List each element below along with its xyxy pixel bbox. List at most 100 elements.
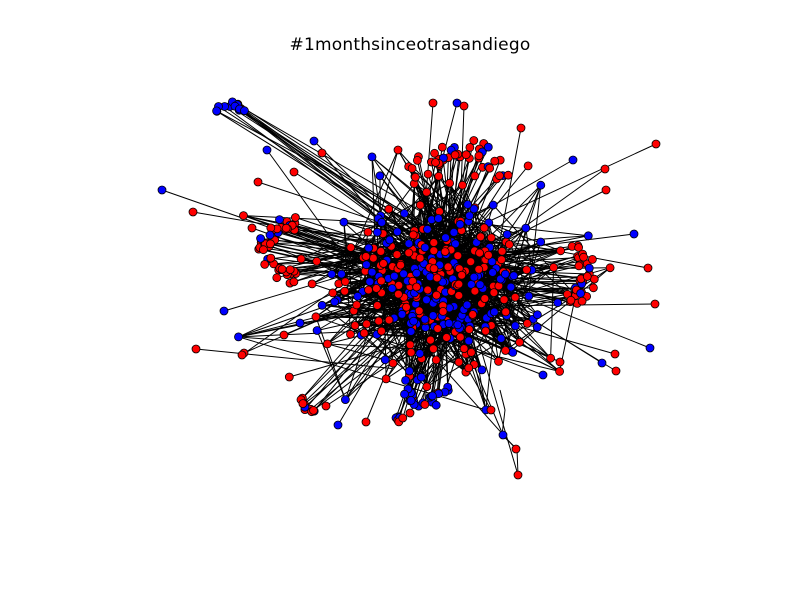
red-node: [361, 252, 371, 261]
red-node: [430, 148, 439, 158]
red-node: [423, 285, 433, 295]
red-node: [450, 150, 460, 160]
red-node: [237, 350, 247, 360]
blue-node: [400, 389, 409, 399]
red-node: [566, 295, 576, 305]
graph-edge: [313, 140, 451, 277]
graph-edge: [218, 106, 466, 269]
red-node: [468, 310, 478, 319]
blue-node: [275, 215, 284, 225]
blue-node: [399, 208, 409, 218]
blue-node: [365, 277, 375, 287]
red-node: [265, 239, 275, 249]
red-node: [247, 223, 257, 233]
red-node: [415, 253, 425, 263]
red-node: [188, 207, 198, 217]
red-node: [465, 142, 475, 152]
red-node: [605, 263, 615, 273]
blue-node: [309, 136, 319, 146]
blue-node: [538, 370, 548, 380]
blue-node: [475, 280, 485, 290]
red-node: [361, 417, 371, 427]
red-node: [501, 307, 511, 317]
red-node: [495, 171, 504, 181]
blue-node: [422, 295, 431, 305]
red-node: [381, 374, 391, 384]
graph-edge: [238, 336, 328, 345]
red-node: [372, 301, 382, 310]
red-node: [549, 262, 558, 272]
red-node: [503, 170, 513, 180]
blue-node: [317, 300, 327, 310]
red-node: [277, 264, 287, 274]
blue-node: [502, 229, 512, 239]
red-node: [522, 319, 532, 328]
blue-node: [521, 223, 531, 233]
graph-edge: [313, 289, 410, 412]
red-node: [428, 98, 438, 108]
blue-node: [406, 396, 416, 405]
red-node: [588, 254, 597, 264]
red-node: [474, 151, 484, 161]
graph-edge: [496, 267, 590, 269]
red-node: [454, 279, 464, 289]
blue-node: [375, 171, 385, 181]
graph-edge: [476, 276, 588, 281]
blue-node: [500, 269, 510, 279]
graph-edge: [332, 292, 390, 321]
blue-node: [422, 224, 432, 234]
red-node: [414, 306, 424, 316]
graph-edge: [286, 227, 376, 260]
graph-edge: [452, 278, 560, 372]
red-node: [405, 408, 415, 418]
red-node: [376, 276, 386, 286]
red-node: [408, 230, 418, 240]
graph-edge: [434, 143, 657, 247]
red-node: [374, 316, 384, 326]
red-node: [454, 291, 464, 300]
red-node: [404, 248, 414, 258]
blue-node: [462, 300, 472, 310]
red-node: [377, 326, 386, 336]
blue-node: [469, 272, 479, 282]
red-node: [363, 227, 373, 237]
graph-edge: [417, 156, 443, 264]
red-node: [516, 123, 526, 133]
blue-node: [488, 268, 498, 277]
graph-edge: [270, 243, 376, 268]
blue-node: [645, 343, 655, 353]
blue-node: [441, 233, 451, 243]
red-node: [376, 246, 386, 256]
blue-node: [496, 334, 506, 343]
red-node: [362, 319, 372, 329]
red-node: [485, 163, 495, 173]
red-node: [359, 328, 369, 338]
blue-node: [597, 358, 607, 368]
red-node: [371, 284, 381, 293]
red-node: [582, 272, 592, 281]
red-node: [513, 470, 523, 480]
blue-node: [453, 320, 463, 330]
blue-node: [380, 355, 390, 365]
graph-edge: [490, 256, 584, 294]
blue-node: [420, 314, 430, 324]
blue-node: [239, 106, 249, 116]
red-node: [440, 247, 450, 257]
blue-node: [583, 231, 593, 241]
graph-title: #1monthsinceotrasandiego: [289, 35, 531, 55]
graph-edge: [453, 235, 589, 264]
graph-edge: [445, 156, 461, 263]
blue-node: [508, 347, 518, 357]
blue-node: [449, 227, 459, 237]
blue-node: [404, 366, 414, 376]
red-node: [454, 357, 464, 367]
red-node: [481, 326, 491, 336]
blue-node: [401, 375, 411, 385]
red-node: [412, 282, 422, 292]
red-node: [393, 145, 403, 155]
red-node: [260, 259, 270, 269]
red-node: [350, 321, 360, 330]
red-node: [415, 200, 425, 210]
